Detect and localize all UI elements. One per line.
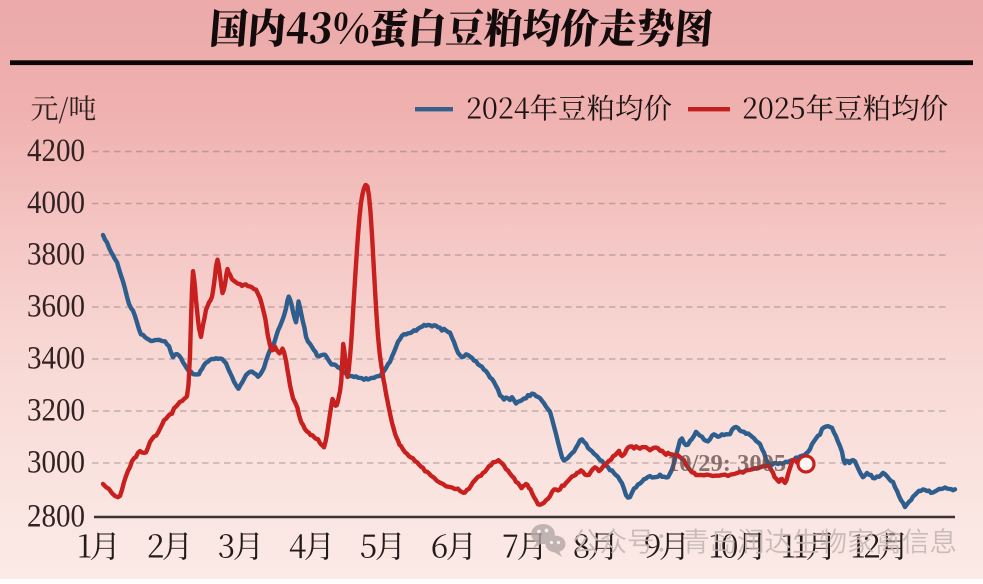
svg-text:3600: 3600 <box>27 289 85 325</box>
svg-text:2800: 2800 <box>27 499 85 535</box>
svg-text:4000: 4000 <box>27 185 85 221</box>
svg-text:3000: 3000 <box>27 445 85 481</box>
svg-text:4200: 4200 <box>27 133 85 169</box>
svg-text:10/29: 3005: 10/29: 3005 <box>667 450 786 477</box>
svg-text:3800: 3800 <box>27 237 85 273</box>
svg-text:3400: 3400 <box>27 341 85 377</box>
svg-text:3200: 3200 <box>27 393 85 429</box>
